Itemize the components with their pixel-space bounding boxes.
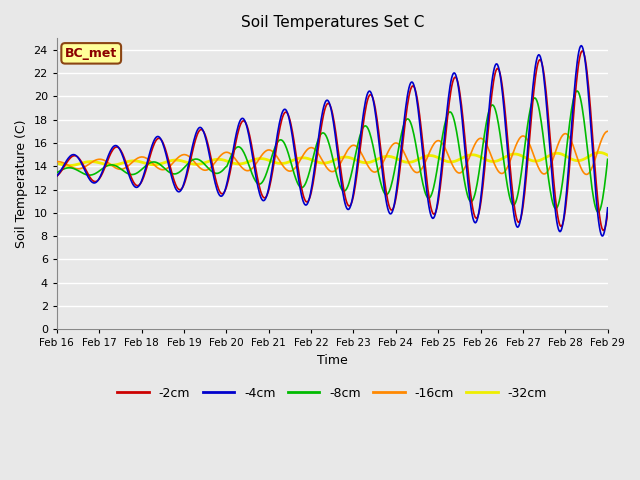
X-axis label: Time: Time: [317, 354, 348, 367]
Title: Soil Temperatures Set C: Soil Temperatures Set C: [241, 15, 424, 30]
Legend: -2cm, -4cm, -8cm, -16cm, -32cm: -2cm, -4cm, -8cm, -16cm, -32cm: [113, 382, 552, 405]
Y-axis label: Soil Temperature (C): Soil Temperature (C): [15, 120, 28, 248]
Text: BC_met: BC_met: [65, 47, 117, 60]
